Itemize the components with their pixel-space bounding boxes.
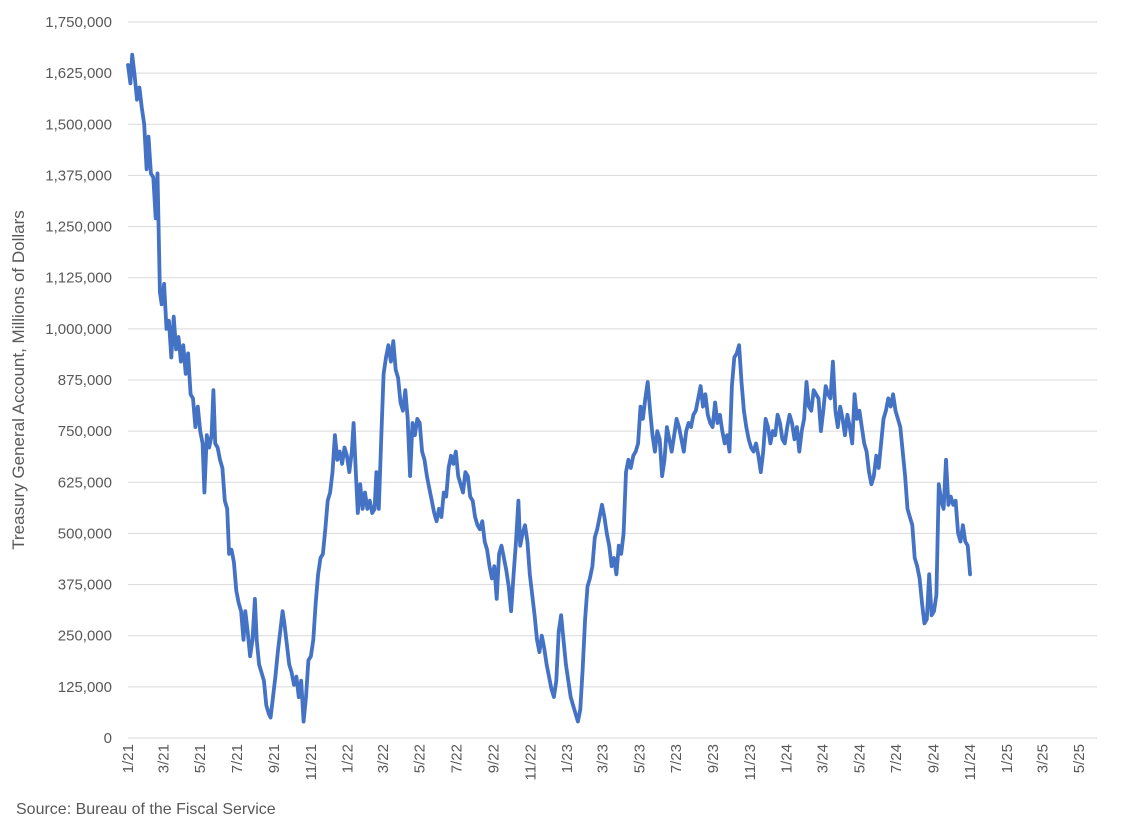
x-tick-label: 1/23	[559, 744, 576, 773]
x-axis-tick-labels: 1/21 3/21 5/21 7/21 9/21 11/21 1/22 3/22 5/22 7/2…	[120, 744, 1088, 780]
y-tick-label: 250,000	[58, 628, 112, 645]
y-tick-label: 1,125,000	[45, 270, 112, 287]
x-tick-label: 1/22	[340, 744, 357, 773]
x-tick-label: 9/24	[925, 744, 942, 773]
series-layer	[126, 52, 972, 724]
y-tick-label: 1,000,000	[45, 321, 112, 338]
y-tick-label: 0	[104, 730, 112, 747]
x-tick-label: 7/24	[888, 744, 905, 773]
x-tick-label: 1/24	[779, 744, 796, 773]
x-tick-label: 5/23	[631, 744, 648, 773]
y-tick-label: 125,000	[58, 679, 112, 696]
x-tick-label: 11/21	[303, 744, 320, 780]
y-tick-label: 500,000	[58, 525, 112, 542]
y-tick-label: 1,500,000	[45, 116, 112, 133]
x-tick-label: 7/22	[448, 744, 465, 773]
y-tick-label: 1,625,000	[45, 65, 112, 82]
y-tick-label: 875,000	[58, 372, 112, 389]
y-tick-label: 1,750,000	[45, 14, 112, 31]
y-axis-tick-labels: 0 125,000 250,000 375,000 500,000 625,000 750,…	[45, 14, 112, 747]
x-tick-label: 1/25	[999, 744, 1016, 773]
x-tick-label: 5/25	[1071, 744, 1088, 773]
x-tick-label: 11/22	[522, 744, 539, 780]
x-tick-label: 1/21	[120, 744, 137, 773]
gridlines	[128, 21, 1097, 688]
x-tick-label: 7/21	[229, 744, 246, 773]
x-tick-label: 11/24	[962, 744, 979, 780]
x-tick-label: 9/21	[266, 744, 283, 773]
x-tick-label: 11/23	[742, 744, 759, 780]
y-tick-label: 625,000	[58, 474, 112, 491]
x-tick-label: 5/22	[412, 744, 429, 773]
x-tick-label: 3/23	[595, 744, 612, 773]
y-tick-label: 375,000	[58, 577, 112, 594]
x-tick-label: 3/24	[815, 744, 832, 773]
x-tick-label: 9/22	[486, 744, 503, 773]
x-tick-label: 3/25	[1034, 744, 1051, 773]
x-tick-label: 3/22	[375, 744, 392, 773]
x-tick-label: 5/21	[192, 744, 209, 773]
y-tick-label: 1,250,000	[45, 219, 112, 236]
source-note: Source: Bureau of the Fiscal Service	[16, 801, 276, 818]
x-tick-label: 9/23	[705, 744, 722, 773]
x-tick-label: 3/21	[155, 744, 172, 773]
y-tick-label: 750,000	[58, 423, 112, 440]
x-tick-label: 7/23	[668, 744, 685, 773]
series-line	[126, 52, 972, 724]
y-axis-label: Treasury General Account, Millions of Do…	[9, 210, 28, 550]
x-tick-label: 5/24	[851, 744, 868, 773]
y-tick-label: 1,375,000	[45, 167, 112, 184]
